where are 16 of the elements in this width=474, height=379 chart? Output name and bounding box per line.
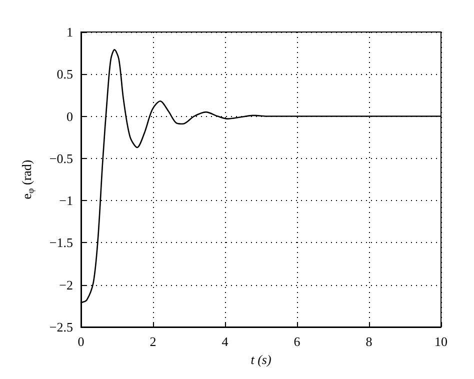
x-axis-title: t (s) — [250, 352, 272, 367]
y-tick-label: −1 — [59, 193, 73, 208]
x-tick-label: 2 — [150, 334, 156, 349]
y-tick-label: −0.5 — [49, 150, 73, 166]
y-tick-label: 0 — [66, 108, 73, 124]
y-tick-label: −2.5 — [49, 320, 73, 334]
y-axis-title: eφ (rad) — [19, 160, 36, 200]
x-tick-label: 10 — [434, 334, 448, 349]
y-tick-label: −2 — [59, 277, 73, 292]
x-tick-label: 6 — [294, 334, 301, 349]
x-tick-label: 0 — [78, 334, 84, 349]
x-tick-label: 4 — [222, 334, 229, 349]
y-tick-label: −1.5 — [49, 235, 73, 250]
y-tick-label: 0.5 — [56, 66, 73, 82]
y-tick-label: 1 — [66, 24, 73, 40]
x-tick-label: 8 — [366, 334, 372, 349]
